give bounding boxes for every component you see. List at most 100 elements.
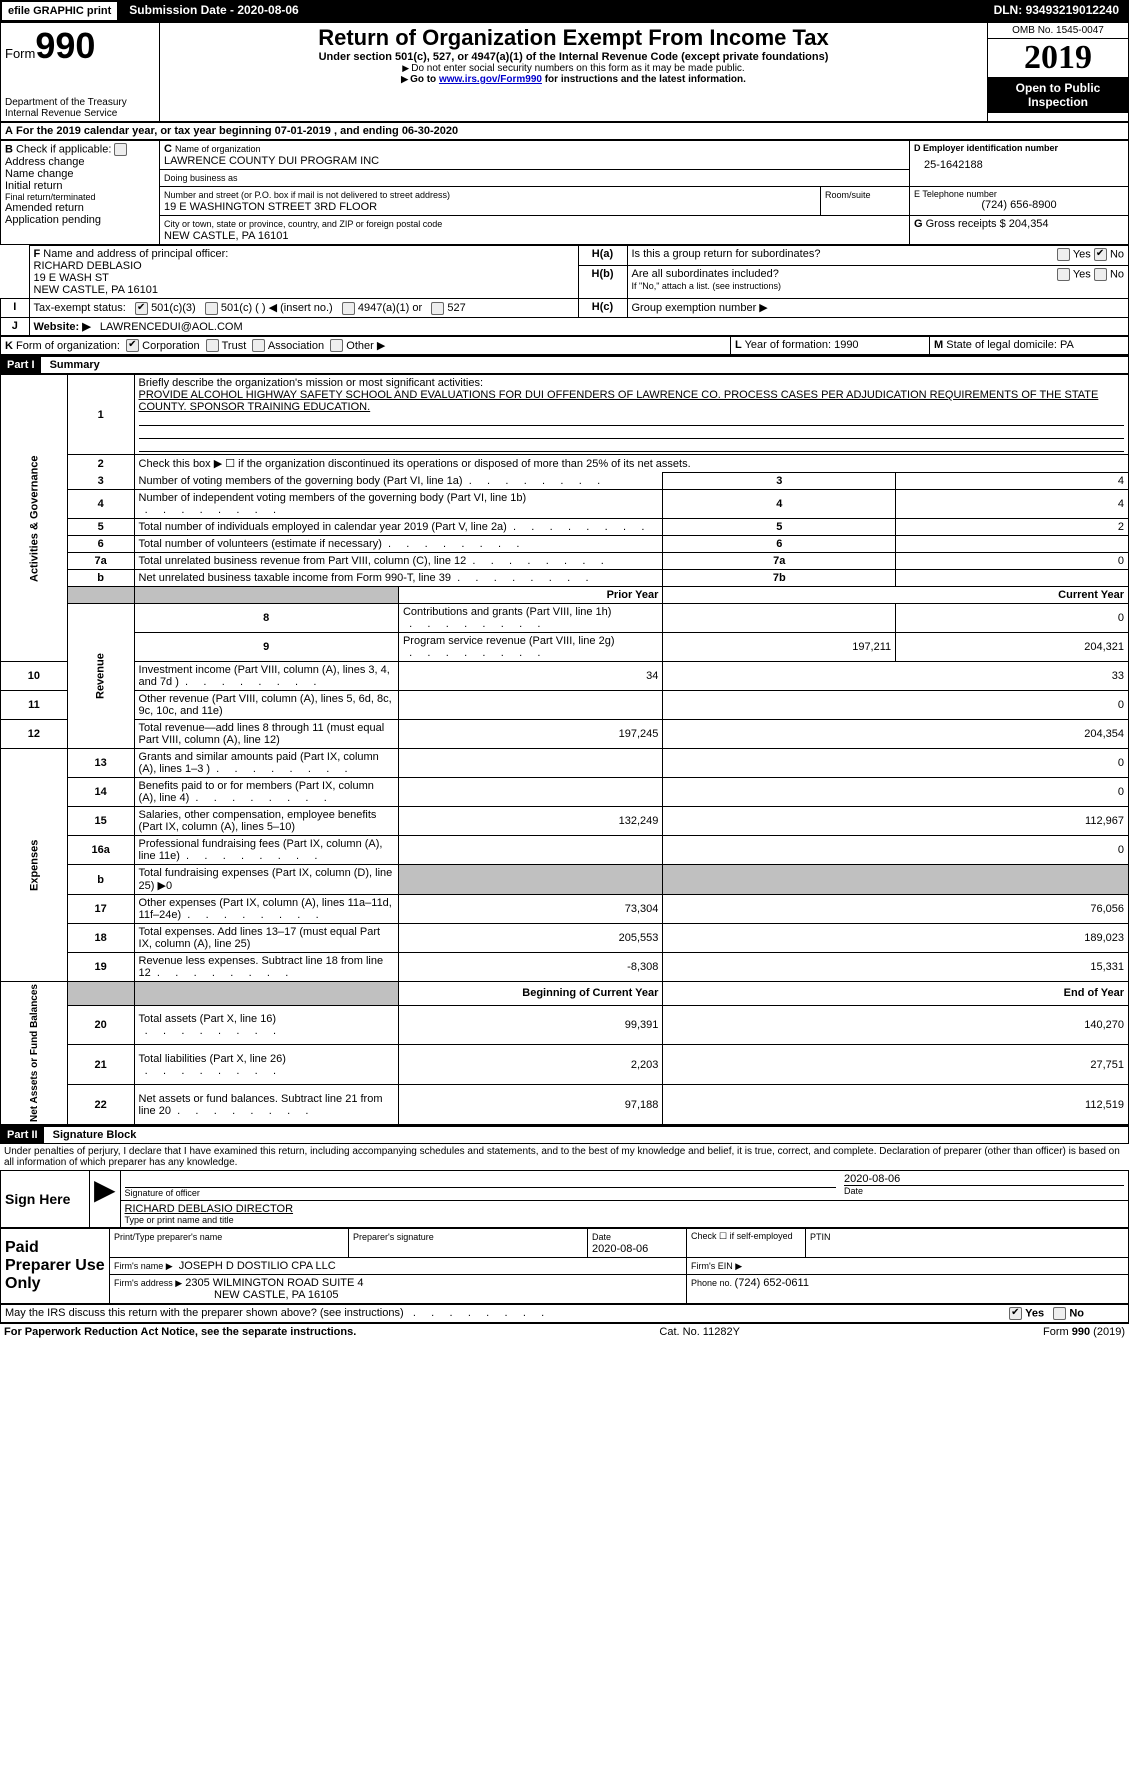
dots-icon xyxy=(403,618,541,630)
summary-row: 22Net assets or fund balances. Subtract … xyxy=(1,1085,1129,1125)
domicile-label: State of legal domicile: xyxy=(946,339,1060,351)
hb-text: Are all subordinates included? xyxy=(632,268,779,280)
row-num: 12 xyxy=(1,720,68,749)
row-num: 19 xyxy=(67,953,134,982)
ha-yes-checkbox[interactable] xyxy=(1057,248,1070,261)
row-prior: 132,249 xyxy=(398,807,662,836)
row-val: 4 xyxy=(896,473,1129,490)
note-ssn-text: Do not enter social security numbers on … xyxy=(411,63,744,74)
prep-print-cell: Print/Type preparer's name xyxy=(110,1229,349,1258)
prior-year-header: Prior Year xyxy=(398,587,662,604)
row-text-span: Salaries, other compensation, employee b… xyxy=(139,809,377,833)
form-number-value: 990 xyxy=(35,25,95,66)
discuss-table: May the IRS discuss this return with the… xyxy=(0,1304,1129,1323)
4947-checkbox[interactable] xyxy=(342,302,355,315)
row-num: 20 xyxy=(67,1005,134,1045)
row-prior xyxy=(663,604,896,633)
discuss-yes-checkbox[interactable] xyxy=(1009,1307,1022,1320)
box-j-label: J xyxy=(1,317,30,335)
gross-receipts-label: Gross receipts $ xyxy=(926,218,1006,230)
row-text-span: Total unrelated business revenue from Pa… xyxy=(139,555,467,567)
hc-text: Group exemption number ▶ xyxy=(627,299,1129,318)
dba-label: Doing business as xyxy=(164,173,238,183)
summary-row: 7aTotal unrelated business revenue from … xyxy=(1,553,1129,570)
hc-label: H(c) xyxy=(578,299,627,318)
summary-row: 11Other revenue (Part VIII, column (A), … xyxy=(1,691,1129,720)
box-k-label: K xyxy=(5,340,13,352)
row-text-span: Total number of individuals employed in … xyxy=(139,521,507,533)
checkbox-icon[interactable] xyxy=(114,143,127,156)
prep-date-label: Date xyxy=(592,1232,611,1242)
hb-no-checkbox[interactable] xyxy=(1094,268,1107,281)
submission-date-value: 2020-08-06 xyxy=(237,3,298,17)
line1-cell: Briefly describe the organization's miss… xyxy=(134,375,1128,455)
current-year-header: Current Year xyxy=(663,587,1129,604)
assoc-checkbox[interactable] xyxy=(252,339,265,352)
row-text: Benefits paid to or for members (Part IX… xyxy=(134,778,398,807)
prep-sig-label: Preparer's signature xyxy=(353,1232,434,1242)
row-cur: 0 xyxy=(663,836,1129,865)
box-l-label: L xyxy=(735,339,742,351)
check-final-return: Final return/terminated xyxy=(5,192,155,202)
row-cur: 204,321 xyxy=(896,633,1129,662)
box-c-city: City or town, state or province, country… xyxy=(160,216,910,245)
tax-year: 2019 xyxy=(988,39,1128,77)
dln: DLN: 93493219012240 xyxy=(984,0,1129,22)
other-checkbox[interactable] xyxy=(330,339,343,352)
city-label: City or town, state or province, country… xyxy=(164,219,442,229)
submission-date: Submission Date - 2020-08-06 xyxy=(119,0,308,22)
efile-print-button[interactable]: efile GRAPHIC print xyxy=(0,0,119,22)
row-text: Other expenses (Part IX, column (A), lin… xyxy=(134,895,398,924)
note-ssn: Do not enter social security numbers on … xyxy=(164,63,983,74)
box-g-label: G xyxy=(914,218,923,230)
dots-icon xyxy=(507,521,645,533)
row-num: 16a xyxy=(67,836,134,865)
org-form-table: K Form of organization: Corporation Trus… xyxy=(0,336,1129,356)
website-value: LAWRENCEDUI@AOL.COM xyxy=(100,321,243,333)
row-val xyxy=(896,570,1129,587)
opt-501c: 501(c) ( ) ◀ (insert no.) xyxy=(221,302,333,314)
trust-checkbox[interactable] xyxy=(206,339,219,352)
note-goto: Go to www.irs.gov/Form990 for instructio… xyxy=(164,74,983,85)
hb-yes-checkbox[interactable] xyxy=(1057,268,1070,281)
officer-street: 19 E WASH ST xyxy=(34,272,109,284)
prep-ptin-cell: PTIN xyxy=(806,1229,1129,1258)
firm-addr-label: Firm's address ▶ xyxy=(114,1278,182,1288)
prep-ptin-label: PTIN xyxy=(810,1232,831,1242)
dots-icon xyxy=(139,1025,277,1037)
row-text-span: Other revenue (Part VIII, column (A), li… xyxy=(139,693,392,717)
box-c-dba: Doing business as xyxy=(160,170,910,187)
vlabel-expenses: Expenses xyxy=(1,749,68,982)
irs-link[interactable]: www.irs.gov/Form990 xyxy=(439,74,542,85)
ha-no-checkbox[interactable] xyxy=(1094,248,1107,261)
dept-treasury: Department of the Treasury xyxy=(5,97,155,108)
row-text: Total assets (Part X, line 16) xyxy=(134,1005,398,1045)
form-org-label: Form of organization: xyxy=(16,340,120,352)
part2-title: Signature Block xyxy=(47,1129,137,1141)
501c-checkbox[interactable] xyxy=(205,302,218,315)
firm-name-value: JOSEPH D DOSTILIO CPA LLC xyxy=(179,1260,336,1272)
summary-row: 15Salaries, other compensation, employee… xyxy=(1,807,1129,836)
row-text: Revenue less expenses. Subtract line 18 … xyxy=(134,953,398,982)
row-val: 0 xyxy=(896,553,1129,570)
summary-row: 9Program service revenue (Part VIII, lin… xyxy=(1,633,1129,662)
527-checkbox[interactable] xyxy=(431,302,444,315)
row-cur: 189,023 xyxy=(663,924,1129,953)
box-d: D Employer identification number 25-1642… xyxy=(910,141,1129,187)
opt-other: Other ▶ xyxy=(346,340,385,352)
corp-checkbox[interactable] xyxy=(126,339,139,352)
summary-row: 10Investment income (Part VIII, column (… xyxy=(1,662,1129,691)
501c3-checkbox[interactable] xyxy=(135,302,148,315)
hb-no: No xyxy=(1110,269,1124,281)
ha-text: Is this a group return for subordinates? xyxy=(632,248,821,260)
row-prior: 2,203 xyxy=(398,1045,662,1085)
part2-header: Part II Signature Block xyxy=(0,1125,1129,1144)
footer-right: Form 990 (2019) xyxy=(1043,1326,1125,1338)
discuss-no-checkbox[interactable] xyxy=(1053,1307,1066,1320)
check-amended-return: Amended return xyxy=(5,202,155,214)
row-prior: 197,245 xyxy=(398,720,662,749)
row-box: 3 xyxy=(663,473,896,490)
box-f-label: F xyxy=(34,248,41,260)
goto-suffix: for instructions and the latest informat… xyxy=(542,74,746,85)
row-prior: 73,304 xyxy=(398,895,662,924)
